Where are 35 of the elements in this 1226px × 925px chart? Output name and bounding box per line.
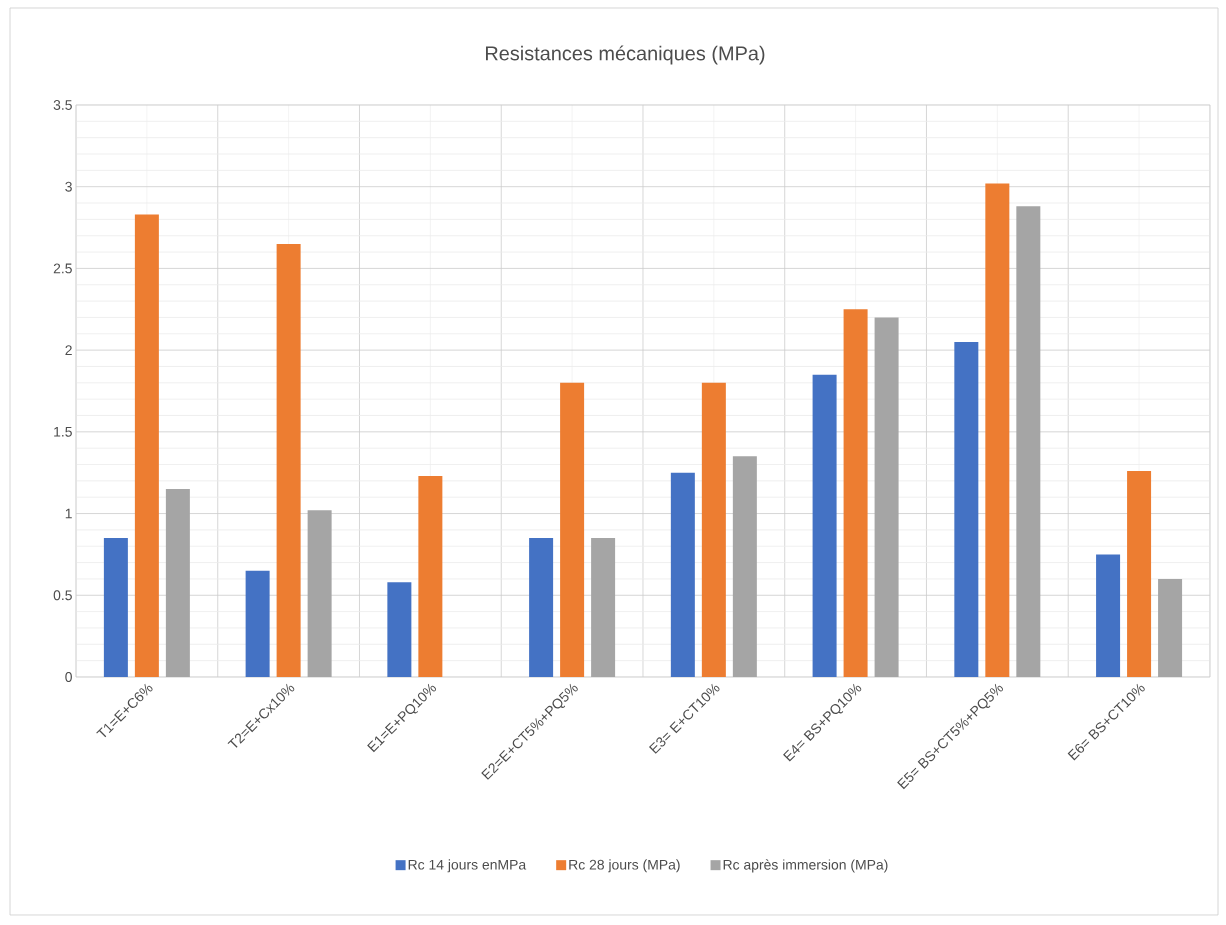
y-tick-label: 1 — [65, 508, 72, 519]
bar — [276, 243, 301, 677]
y-tick-label: 1.5 — [54, 426, 72, 437]
y-tick-label: 3.5 — [53, 100, 72, 110]
bar — [560, 382, 585, 677]
y-tick-label: 0.5 — [53, 590, 72, 601]
bar — [307, 510, 332, 677]
bar — [591, 538, 616, 677]
bar — [1158, 578, 1183, 677]
y-tick-label: 2.5 — [53, 263, 72, 274]
legend-label: Rc 28 jours (MPa) — [569, 859, 680, 873]
bar — [134, 214, 159, 677]
bar — [418, 475, 443, 677]
chart-title: Resistances mécaniques (MPa) — [486, 45, 765, 65]
legend-label: Rc après immersion (MPa) — [723, 859, 888, 873]
bar — [985, 183, 1010, 677]
bar — [245, 570, 270, 677]
bar — [1127, 471, 1152, 677]
bar — [1016, 206, 1041, 677]
bar — [812, 374, 837, 677]
bar — [732, 456, 757, 677]
bar — [529, 538, 554, 677]
bar — [103, 538, 128, 677]
bar — [1096, 554, 1121, 677]
y-tick-label: 2 — [65, 345, 72, 355]
bar — [701, 382, 726, 677]
bar — [874, 317, 899, 677]
bar — [670, 472, 695, 677]
bar — [843, 309, 868, 677]
legend-label: Rc 14 jours enMPa — [408, 859, 527, 873]
y-tick-label: 3 — [65, 181, 72, 192]
bar — [954, 341, 979, 677]
bar — [387, 582, 412, 677]
y-tick-label: 0 — [65, 672, 72, 682]
bar — [165, 489, 190, 677]
